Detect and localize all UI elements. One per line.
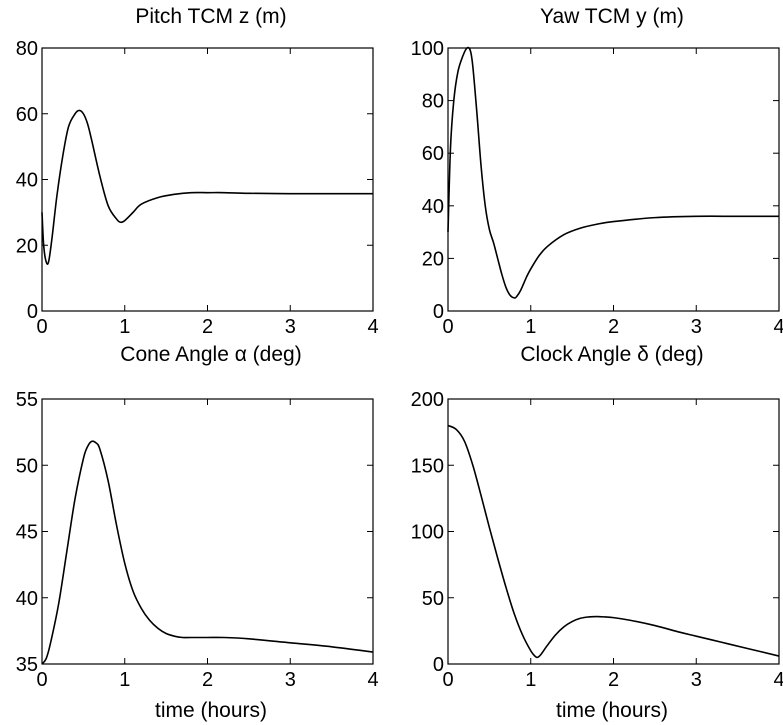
pitch-tcm-z-y-tick-label: 40 [16,170,38,192]
cone-angle-curve [41,440,374,665]
yaw-tcm-y-y-tick-label: 20 [422,248,444,270]
yaw-tcm-y-plot-area [447,47,780,312]
yaw-tcm-y-x-tick-label: 4 [773,316,783,338]
cone-angle-panel: Cone Angle α (deg) 0 1 2 3 4 35 40 45 50 55 time … [16,343,379,722]
clock-angle-y-tick-label: 100 [411,522,444,544]
yaw-tcm-y-y-tick-label: 40 [422,196,444,218]
cone-angle-ticks: 0 1 2 3 4 35 40 45 50 55 [16,389,379,691]
cone-angle-x-tick-label: 0 [36,669,47,691]
clock-angle-x-tick-label: 2 [608,669,619,691]
clock-angle-x-tick-label: 1 [525,669,536,691]
clock-angle-panel: Clock Angle δ (deg) 0 1 2 3 4 0 50 100 150 200 ti… [411,343,783,722]
pitch-tcm-z-x-tick-label: 4 [367,316,378,338]
clock-angle-y-tick-label: 0 [433,654,444,676]
clock-angle-x-tick-label: 3 [691,669,702,691]
yaw-tcm-y-y-tick-label: 60 [422,143,444,165]
clock-angle-x-tick-label: 4 [773,669,783,691]
cone-angle-x-tick-label: 4 [367,669,378,691]
clock-angle-xlabel: time (hours) [556,699,668,722]
clock-angle-plot-area [447,398,780,665]
cone-angle-title: Cone Angle α (deg) [120,343,301,366]
clock-angle-y-tick-label: 150 [411,455,444,477]
clock-angle-title: Clock Angle δ (deg) [520,343,703,366]
cone-angle-x-tick-label: 3 [285,669,296,691]
cone-angle-y-tick-label: 35 [16,654,38,676]
yaw-tcm-y-y-tick-label: 0 [433,301,444,323]
pitch-tcm-z-x-tick-label: 1 [119,316,130,338]
cone-angle-plot-area [41,398,374,665]
cone-angle-x-tick-label: 1 [119,669,130,691]
pitch-tcm-z-x-tick-label: 3 [285,316,296,338]
pitch-tcm-z-title: Pitch TCM z (m) [135,5,286,28]
cone-angle-y-tick-label: 40 [16,588,38,610]
pitch-tcm-z-y-tick-label: 20 [16,235,38,257]
cone-angle-y-tick-label: 50 [16,455,38,477]
cone-angle-xlabel: time (hours) [155,699,267,722]
yaw-tcm-y-y-tick-label: 80 [422,91,444,113]
yaw-tcm-y-x-tick-label: 2 [608,316,619,338]
yaw-tcm-y-x-tick-label: 3 [691,316,702,338]
cone-angle-x-tick-label: 2 [202,669,213,691]
clock-angle-x-tick-label: 0 [442,669,453,691]
yaw-tcm-y-x-tick-label: 0 [442,316,453,338]
yaw-tcm-y-y-tick-label: 100 [411,38,444,60]
yaw-tcm-y-curve [447,46,779,299]
pitch-tcm-z-plot-area [41,47,374,312]
clock-angle-ticks: 0 1 2 3 4 0 50 100 150 200 [411,389,783,691]
clock-angle-y-tick-label: 50 [422,588,444,610]
cone-angle-y-tick-label: 45 [16,522,38,544]
pitch-tcm-z-curve [41,109,373,265]
pitch-tcm-z-x-tick-label: 2 [202,316,213,338]
yaw-tcm-y-x-tick-label: 1 [525,316,536,338]
pitch-tcm-z-y-tick-label: 80 [16,38,38,60]
cone-angle-y-tick-label: 55 [16,389,38,411]
pitch-tcm-z-x-tick-label: 0 [36,316,47,338]
yaw-tcm-y-title: Yaw TCM y (m) [540,5,684,28]
pitch-tcm-z-y-tick-label: 0 [27,301,38,323]
clock-angle-curve [447,424,780,659]
clock-angle-y-tick-label: 200 [411,389,444,411]
pitch-tcm-z-y-tick-label: 60 [16,104,38,126]
